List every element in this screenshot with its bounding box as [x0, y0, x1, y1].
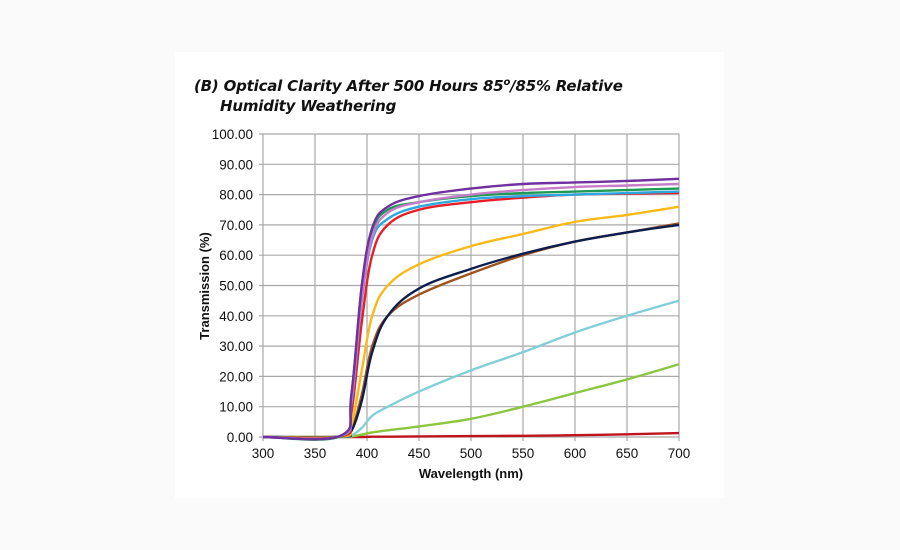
y-axis-label: Transmission (%): [197, 232, 212, 340]
title-line2: Humidity Weathering: [220, 97, 397, 115]
x-tick-label: 300: [252, 446, 275, 461]
y-tick-label: 10.00: [219, 400, 253, 415]
grid-lines: [259, 133, 680, 441]
x-axis-label: Wavelength (nm): [419, 466, 523, 481]
data-series: [262, 177, 680, 441]
y-tick-label: 30.00: [219, 339, 253, 354]
y-tick-label: 60.00: [219, 248, 253, 263]
x-tick-label: 500: [460, 446, 483, 461]
title-line1-post: /85% Relative: [510, 77, 623, 95]
y-tick-label: 50.00: [219, 279, 253, 294]
x-tick-label: 350: [304, 446, 327, 461]
y-tick-label: 90.00: [219, 157, 253, 172]
y-tick-label: 80.00: [219, 188, 253, 203]
x-tick-label: 450: [408, 446, 431, 461]
y-tick-label: 40.00: [219, 309, 253, 324]
x-tick-label: 700: [668, 446, 691, 461]
y-tick-label: 100.00: [212, 127, 253, 142]
y-tick-label: 0.00: [227, 430, 253, 445]
chart-title: (B) Optical Clarity After 500 Hours 85o/…: [194, 76, 623, 116]
y-tick-label: 70.00: [219, 218, 253, 233]
x-tick-label: 650: [616, 446, 639, 461]
degree-superscript: o: [503, 77, 511, 88]
title-line1-pre: (B) Optical Clarity After 500 Hours 85: [194, 77, 504, 95]
y-tick-label: 20.00: [219, 369, 253, 384]
x-tick-label: 600: [564, 446, 587, 461]
x-tick-label: 400: [356, 446, 379, 461]
series-line-purple: [262, 177, 680, 441]
x-tick-label: 550: [512, 446, 535, 461]
axis-ticks: 300 350 400 450 500 550 600 650 700 0.00 10.00 20.0…: [212, 127, 691, 461]
